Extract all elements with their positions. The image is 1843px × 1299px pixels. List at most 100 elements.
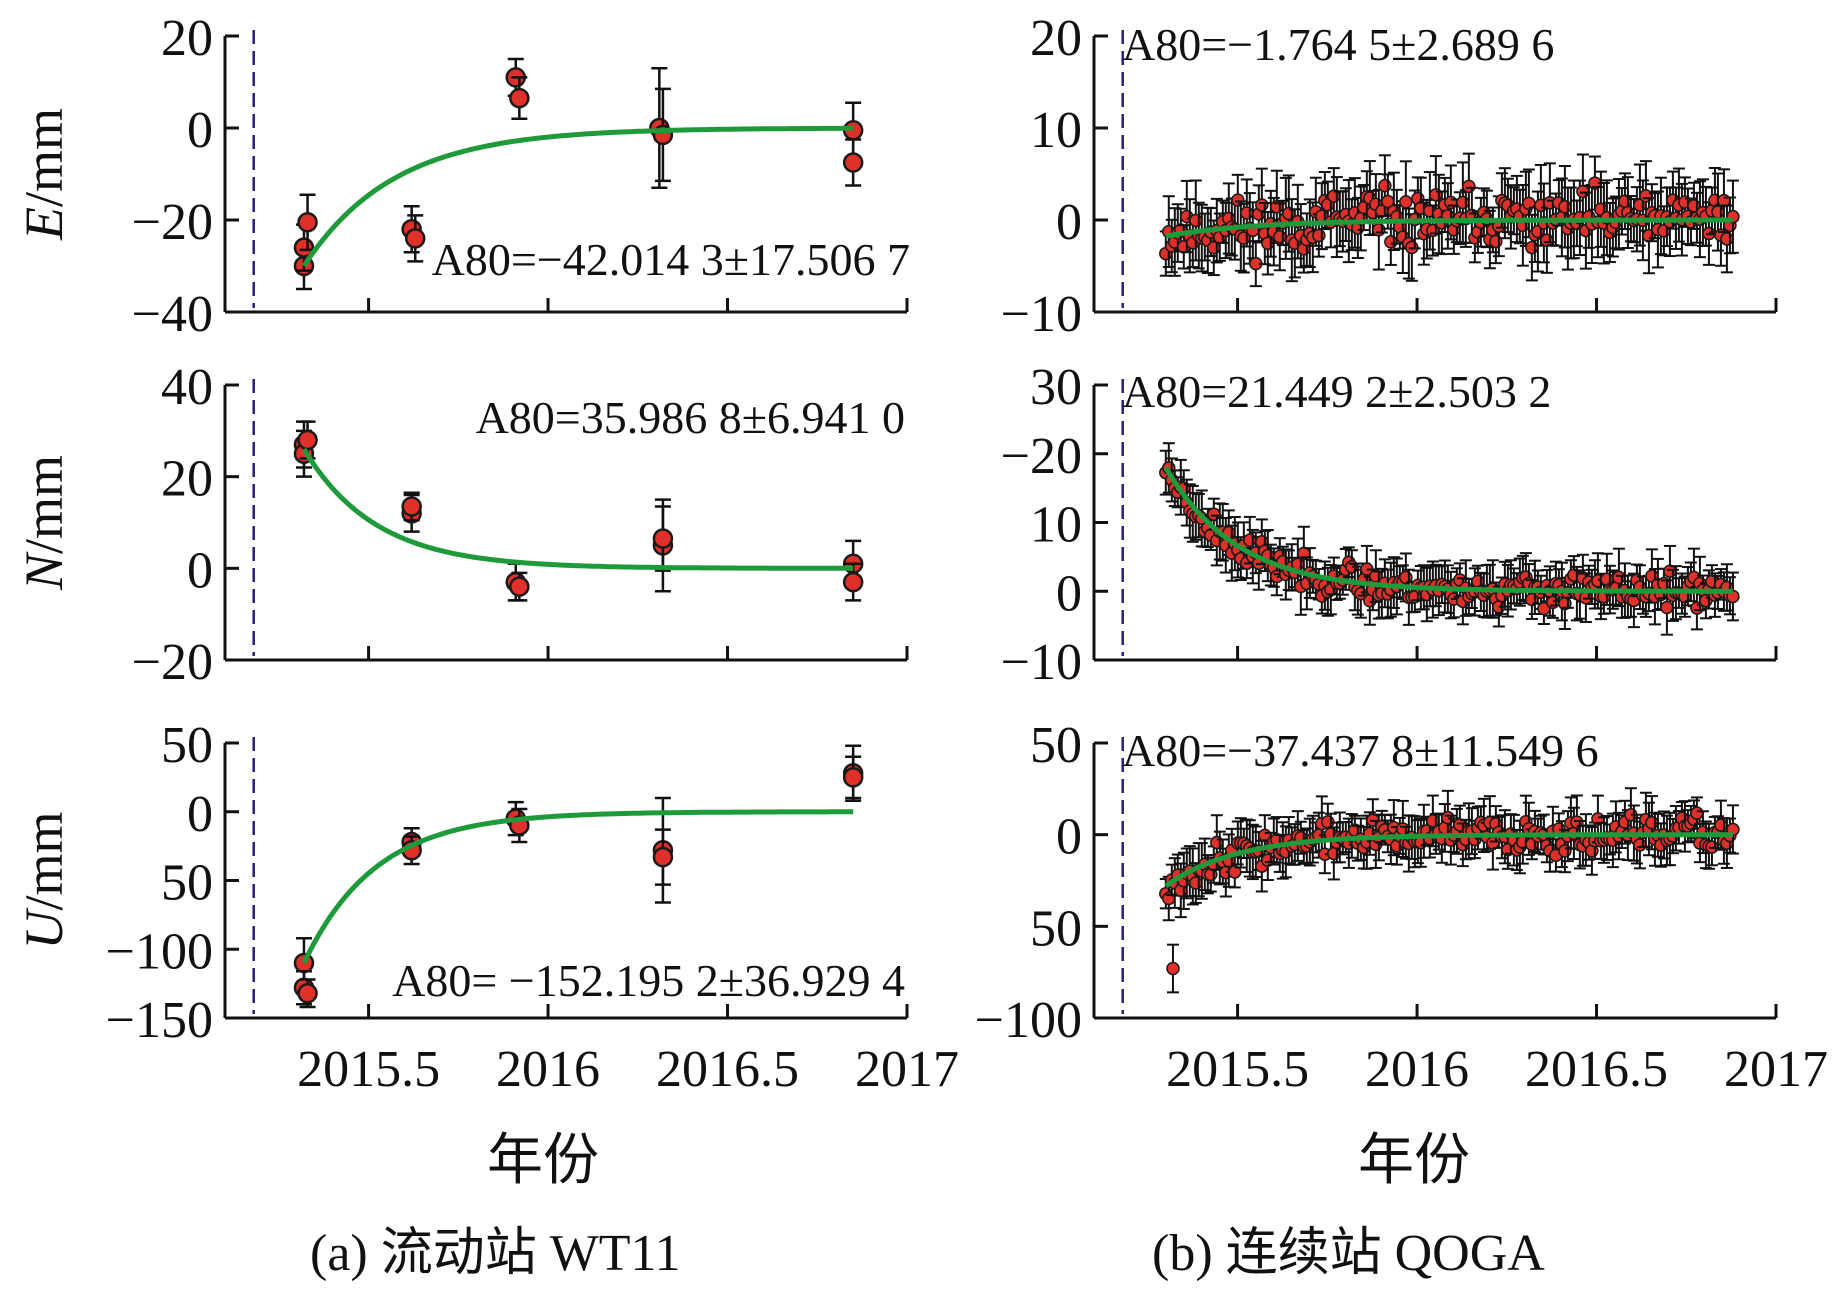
data-point bbox=[1240, 206, 1254, 220]
data-point bbox=[1384, 235, 1398, 249]
y-axis-label: N/mm bbox=[14, 455, 74, 591]
data-point bbox=[1207, 507, 1221, 521]
data-point bbox=[1690, 806, 1704, 820]
data-point bbox=[509, 87, 530, 109]
caption-b: (b) 连续站 QOGA bbox=[1152, 1225, 1545, 1282]
data-point bbox=[1657, 576, 1671, 591]
data-point bbox=[1312, 228, 1326, 243]
y-tick-label: 40 bbox=[161, 359, 213, 416]
x-tick-label: 2015.5 bbox=[1166, 1041, 1309, 1098]
data-point bbox=[297, 212, 318, 233]
fit-curve bbox=[1163, 466, 1733, 594]
data-point bbox=[1714, 818, 1728, 832]
data-point bbox=[1462, 179, 1476, 194]
data-point bbox=[1720, 232, 1734, 246]
data-point bbox=[1456, 195, 1470, 210]
data-point bbox=[1399, 195, 1413, 209]
data-point bbox=[1166, 961, 1180, 976]
data-point bbox=[1372, 223, 1386, 237]
data-point bbox=[1444, 195, 1458, 210]
amplitude-annotation: A80=−42.014 3±17.506 7 bbox=[432, 234, 910, 285]
data-points bbox=[1159, 442, 1740, 636]
y-axis-label: E/mm bbox=[14, 108, 74, 241]
y-tick-label: 0 bbox=[1056, 194, 1082, 251]
data-point bbox=[1558, 844, 1572, 858]
amplitude-annotation: A80=−1.764 5±2.689 6 bbox=[1122, 19, 1554, 70]
panel-b-north: 30 −20 10 0 −10 A80=21.449 2±2.503 2 bbox=[1001, 359, 1778, 691]
data-point bbox=[1639, 189, 1653, 203]
y-tick-label: 20 bbox=[1030, 10, 1082, 67]
data-point bbox=[1576, 184, 1590, 199]
panel-b-up: 50 0 50 −100 2015.5 2016 2016.5 2017 A80=−37.437… bbox=[975, 717, 1828, 1098]
data-point bbox=[842, 152, 864, 173]
x-tick-label: 2015.5 bbox=[297, 1041, 440, 1098]
y-tick-label: −20 bbox=[132, 194, 213, 251]
y-tick-label: −10 bbox=[1001, 634, 1082, 691]
data-point bbox=[1228, 865, 1242, 879]
data-point bbox=[297, 983, 318, 1004]
y-tick-label: −100 bbox=[975, 992, 1082, 1049]
y-tick-label: 50 bbox=[1030, 717, 1082, 774]
data-point bbox=[652, 528, 674, 549]
y-tick-label: 10 bbox=[1030, 102, 1082, 159]
amplitude-annotation: A80= −152.195 2±36.929 4 bbox=[392, 955, 905, 1006]
y-tick-label: 30 bbox=[1030, 359, 1082, 416]
y-axis-label: U/mm bbox=[14, 811, 74, 949]
data-point bbox=[1378, 178, 1392, 193]
y-tick-label: −10 bbox=[1001, 286, 1082, 343]
y-tick-label: −20 bbox=[1001, 428, 1082, 485]
y-tick-label: 50 bbox=[1030, 900, 1082, 957]
x-tick-label: 2017 bbox=[855, 1041, 959, 1098]
data-point bbox=[404, 228, 426, 249]
data-point bbox=[1189, 876, 1203, 890]
data-point bbox=[1633, 838, 1647, 852]
data-point bbox=[842, 571, 864, 593]
x-tick-label: 2016 bbox=[496, 1041, 600, 1098]
y-tick-label: 50 bbox=[161, 717, 213, 774]
data-point bbox=[1558, 199, 1572, 214]
data-point bbox=[401, 496, 422, 517]
data-point bbox=[1546, 595, 1560, 610]
data-point bbox=[652, 846, 674, 868]
x-axis-label-a: 年份 bbox=[487, 1130, 599, 1192]
fit-curve bbox=[301, 809, 854, 965]
panel-a-east: 20 0 −20 −40 E/mm A80=−42.014 3±17.506 7 bbox=[14, 10, 910, 343]
y-tick-label: −20 bbox=[132, 634, 213, 691]
data-point bbox=[1525, 240, 1539, 255]
data-point bbox=[842, 767, 864, 788]
amplitude-annotation: A80=−37.437 8±11.549 6 bbox=[1122, 725, 1599, 776]
data-point bbox=[1660, 600, 1674, 615]
caption-a: (a) 流动站 WT11 bbox=[310, 1225, 681, 1282]
fit-curve bbox=[1164, 832, 1733, 889]
fit-curve bbox=[301, 125, 854, 268]
data-points bbox=[293, 744, 864, 1009]
data-points bbox=[1159, 787, 1740, 994]
y-tick-label: 0 bbox=[187, 102, 213, 159]
panel-a-north: 40 20 0 −20 N/mm A80=35.986 8±6.941 0 bbox=[14, 359, 909, 691]
data-point bbox=[1273, 230, 1287, 244]
panel-a-up: 50 0 50 −100 −150 2015.5 2016 2016.5 2017 U/mm A80… bbox=[14, 717, 959, 1098]
fit-curve bbox=[301, 447, 854, 571]
x-tick-label: 2016.5 bbox=[656, 1041, 799, 1098]
amplitude-annotation: A80=21.449 2±2.503 2 bbox=[1122, 366, 1551, 417]
y-tick-label: 0 bbox=[1056, 809, 1082, 866]
y-tick-label: 20 bbox=[161, 10, 213, 67]
x-tick-label: 2016.5 bbox=[1525, 1041, 1668, 1098]
data-points bbox=[293, 420, 864, 602]
y-tick-label: 0 bbox=[1056, 565, 1082, 622]
data-point bbox=[1189, 213, 1203, 228]
amplitude-annotation: A80=35.986 8±6.941 0 bbox=[476, 392, 905, 443]
data-point bbox=[1255, 198, 1269, 212]
y-tick-label: 50 bbox=[161, 855, 213, 912]
data-point bbox=[297, 429, 318, 451]
data-point bbox=[1210, 835, 1224, 850]
fit-curve bbox=[1165, 217, 1733, 239]
y-tick-label: 20 bbox=[161, 451, 213, 508]
data-point bbox=[1612, 570, 1626, 585]
data-points bbox=[293, 57, 864, 291]
y-tick-label: −40 bbox=[132, 286, 213, 343]
data-point bbox=[1426, 814, 1440, 828]
x-axis-label-b: 年份 bbox=[1358, 1130, 1470, 1192]
